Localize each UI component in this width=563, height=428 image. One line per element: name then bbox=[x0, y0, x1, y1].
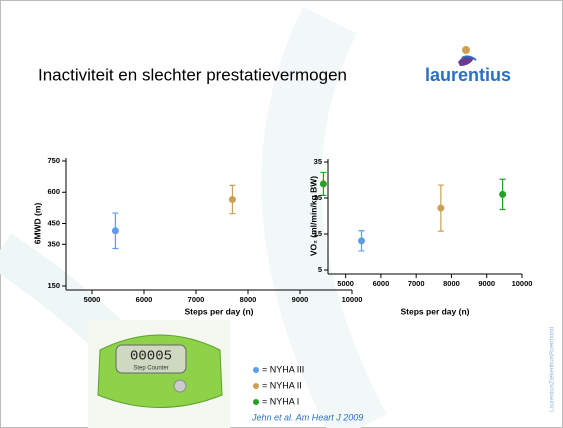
x-tick-label: 9000 bbox=[478, 279, 495, 288]
y-tick-label: 35 bbox=[314, 157, 322, 166]
x-tick-label: 7000 bbox=[408, 279, 425, 288]
x-tick-label: 7000 bbox=[188, 295, 205, 304]
legend-label: = NYHA II bbox=[262, 380, 302, 390]
side-text: LaurentiusZiekenhuisRoermond bbox=[550, 327, 556, 412]
x-tick-label: 10000 bbox=[342, 295, 363, 304]
point bbox=[499, 190, 507, 198]
y-tick-label: 150 bbox=[47, 281, 60, 290]
decor bbox=[261, 6, 387, 428]
slide-title: Inactiviteit en slechter prestatievermog… bbox=[38, 65, 347, 84]
x-axis-title: Steps per day (n) bbox=[185, 306, 254, 316]
point bbox=[358, 237, 366, 245]
legend-swatch bbox=[253, 399, 259, 405]
x-tick-label: 5000 bbox=[84, 295, 101, 304]
x-tick-label: 6000 bbox=[136, 295, 153, 304]
point bbox=[437, 204, 445, 212]
legend-label: = NYHA I bbox=[262, 396, 299, 406]
y-tick-label: 600 bbox=[47, 187, 60, 196]
point bbox=[319, 180, 327, 188]
y-axis-title: 6MWD (m) bbox=[32, 203, 42, 245]
point bbox=[111, 227, 119, 235]
x-tick-label: 8000 bbox=[240, 295, 257, 304]
x-tick-label: 8000 bbox=[443, 279, 460, 288]
device-label: Step Counter bbox=[133, 366, 168, 372]
x-axis-title: Steps per day (n) bbox=[401, 306, 470, 316]
x-tick-label: 6000 bbox=[373, 279, 390, 288]
legend-swatch bbox=[253, 383, 259, 389]
x-tick-label: 10000 bbox=[512, 279, 533, 288]
legend-swatch bbox=[253, 367, 259, 373]
y-tick-label: 450 bbox=[47, 218, 60, 227]
y-tick-label: 25 bbox=[314, 193, 322, 202]
point bbox=[228, 196, 236, 204]
y-tick-label: 350 bbox=[47, 239, 60, 248]
logo-text: laurentius bbox=[425, 65, 511, 85]
y-tick-label: 5 bbox=[318, 265, 322, 274]
legend-label: = NYHA III bbox=[262, 364, 304, 374]
device-display: 00005 bbox=[130, 349, 172, 365]
step-counter bbox=[88, 320, 230, 428]
y-tick-label: 15 bbox=[314, 229, 322, 238]
x-tick-label: 5000 bbox=[337, 279, 354, 288]
y-axis-title: VO₂ (ml/min/kg BW) bbox=[308, 176, 318, 256]
y-tick-label: 750 bbox=[47, 156, 60, 165]
citation: Jehn et al. Am Heart J 2009 bbox=[251, 412, 363, 422]
logo-icon bbox=[458, 46, 477, 66]
x-tick-label: 9000 bbox=[292, 295, 309, 304]
